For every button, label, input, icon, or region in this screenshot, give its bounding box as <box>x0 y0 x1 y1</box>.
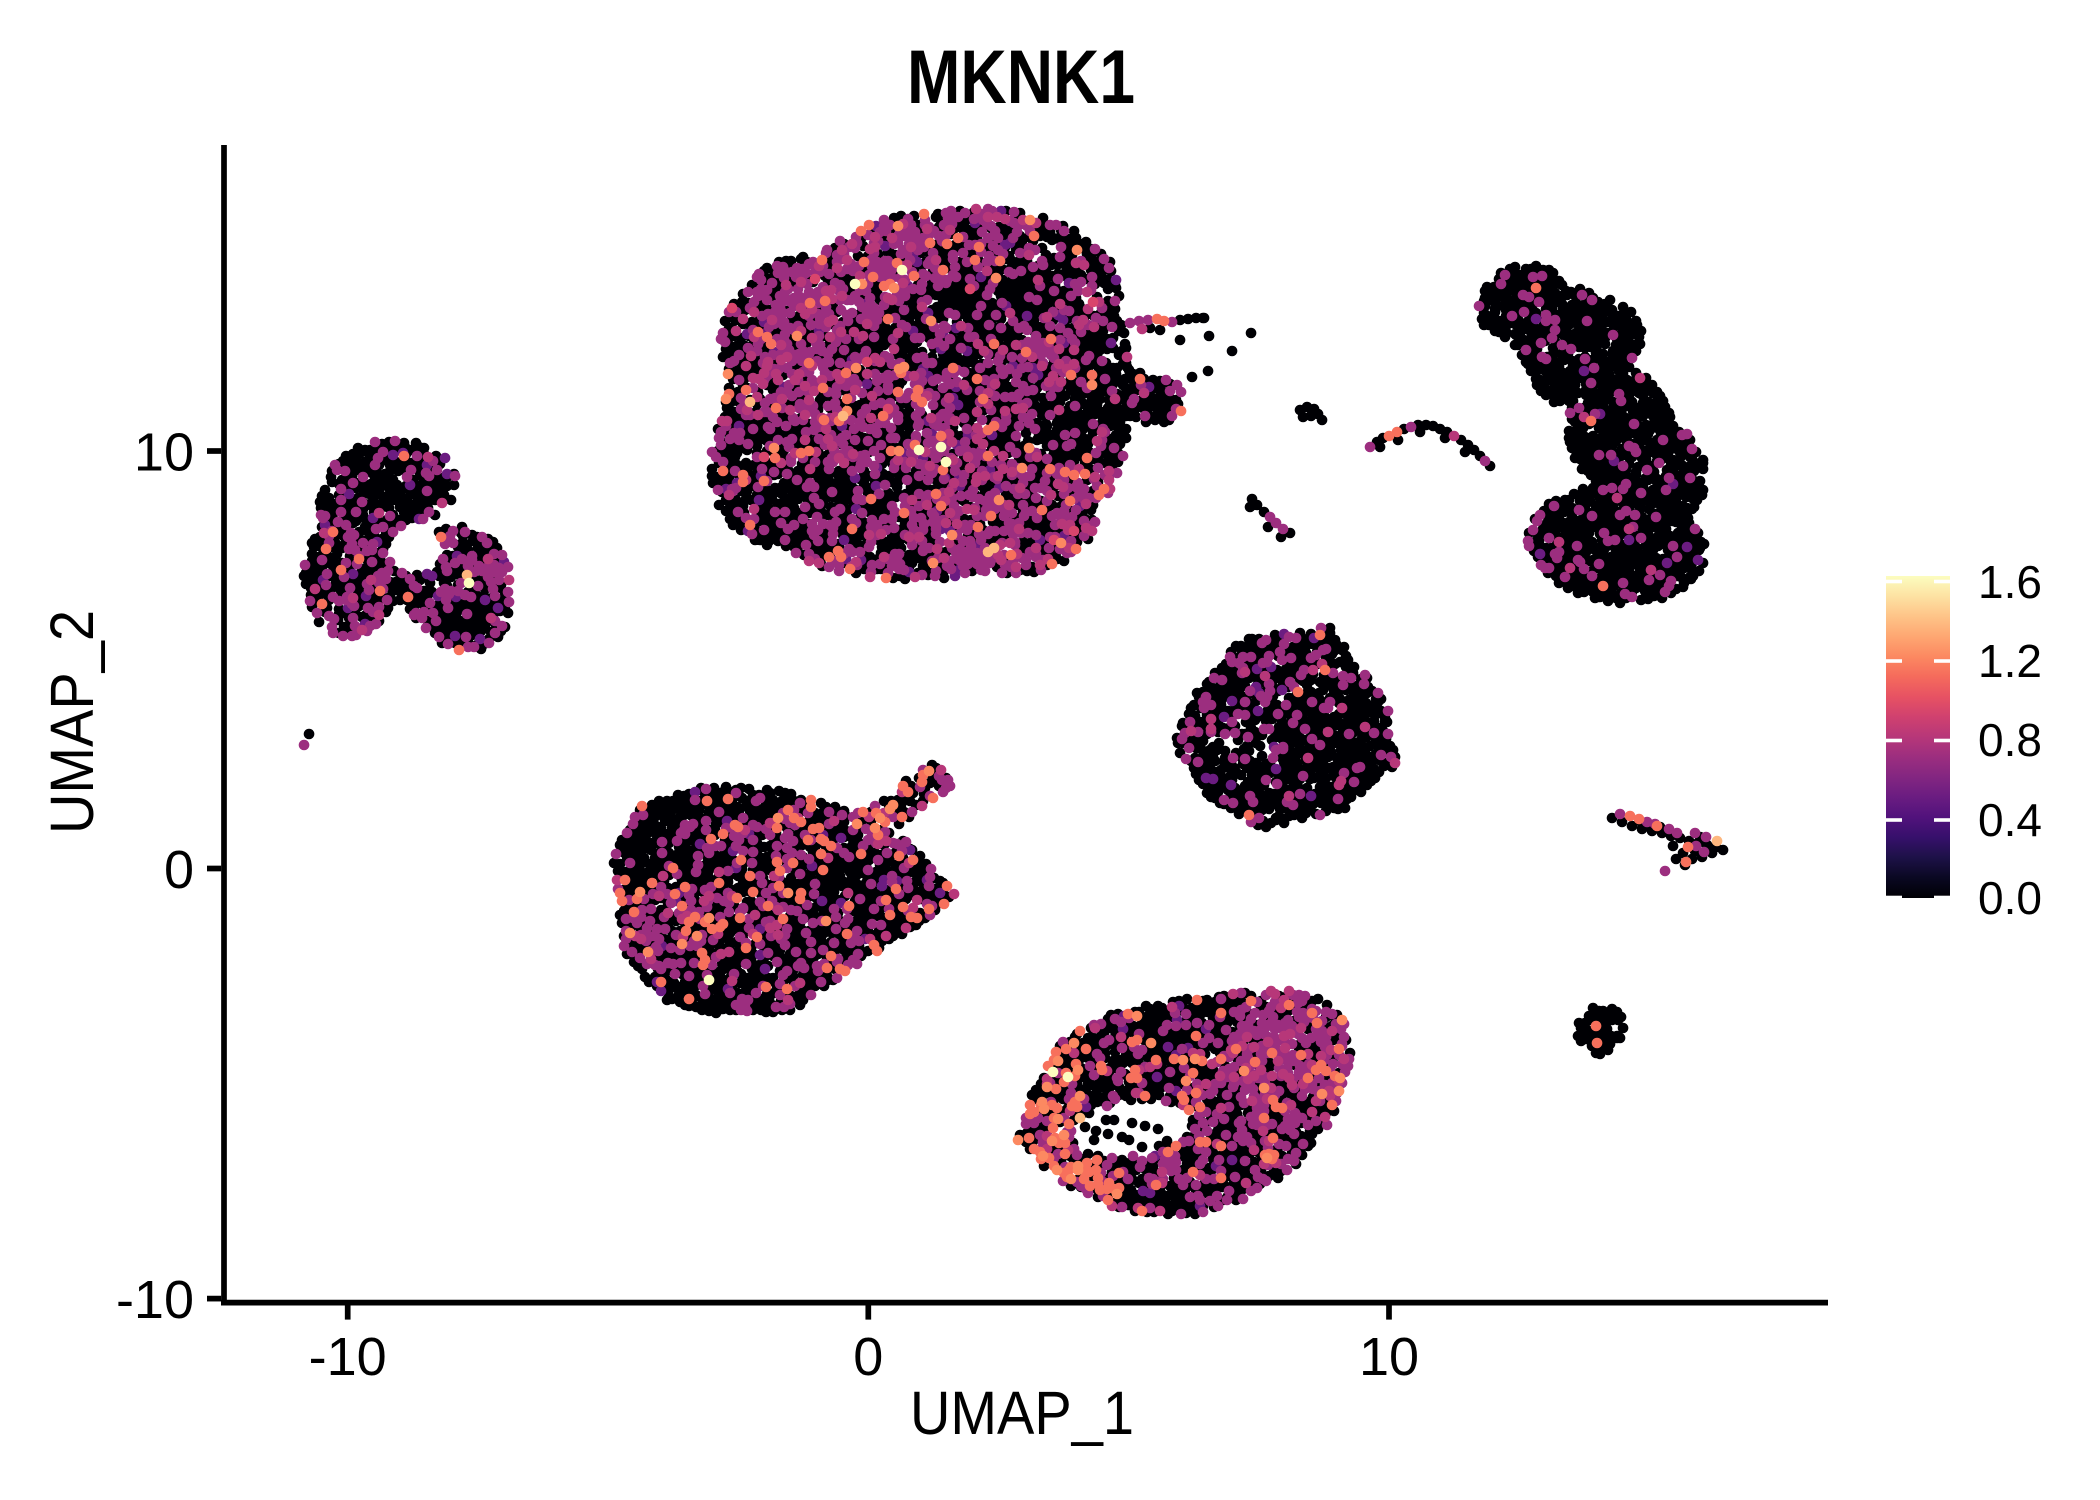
svg-text:0.8: 0.8 <box>1978 714 2042 766</box>
svg-text:0: 0 <box>853 1327 883 1387</box>
svg-text:UMAP_2: UMAP_2 <box>38 610 106 834</box>
svg-text:1.2: 1.2 <box>1978 635 2042 687</box>
svg-text:0: 0 <box>164 840 194 900</box>
svg-text:10: 10 <box>134 423 194 483</box>
svg-text:0.4: 0.4 <box>1978 794 2042 846</box>
svg-text:0.0: 0.0 <box>1978 872 2042 924</box>
svg-text:-10: -10 <box>309 1327 387 1387</box>
svg-text:10: 10 <box>1359 1327 1419 1387</box>
svg-text:-10: -10 <box>116 1270 194 1330</box>
svg-text:MKNK1: MKNK1 <box>907 35 1135 120</box>
svg-text:UMAP_1: UMAP_1 <box>910 1379 1134 1447</box>
svg-text:1.6: 1.6 <box>1978 556 2042 608</box>
